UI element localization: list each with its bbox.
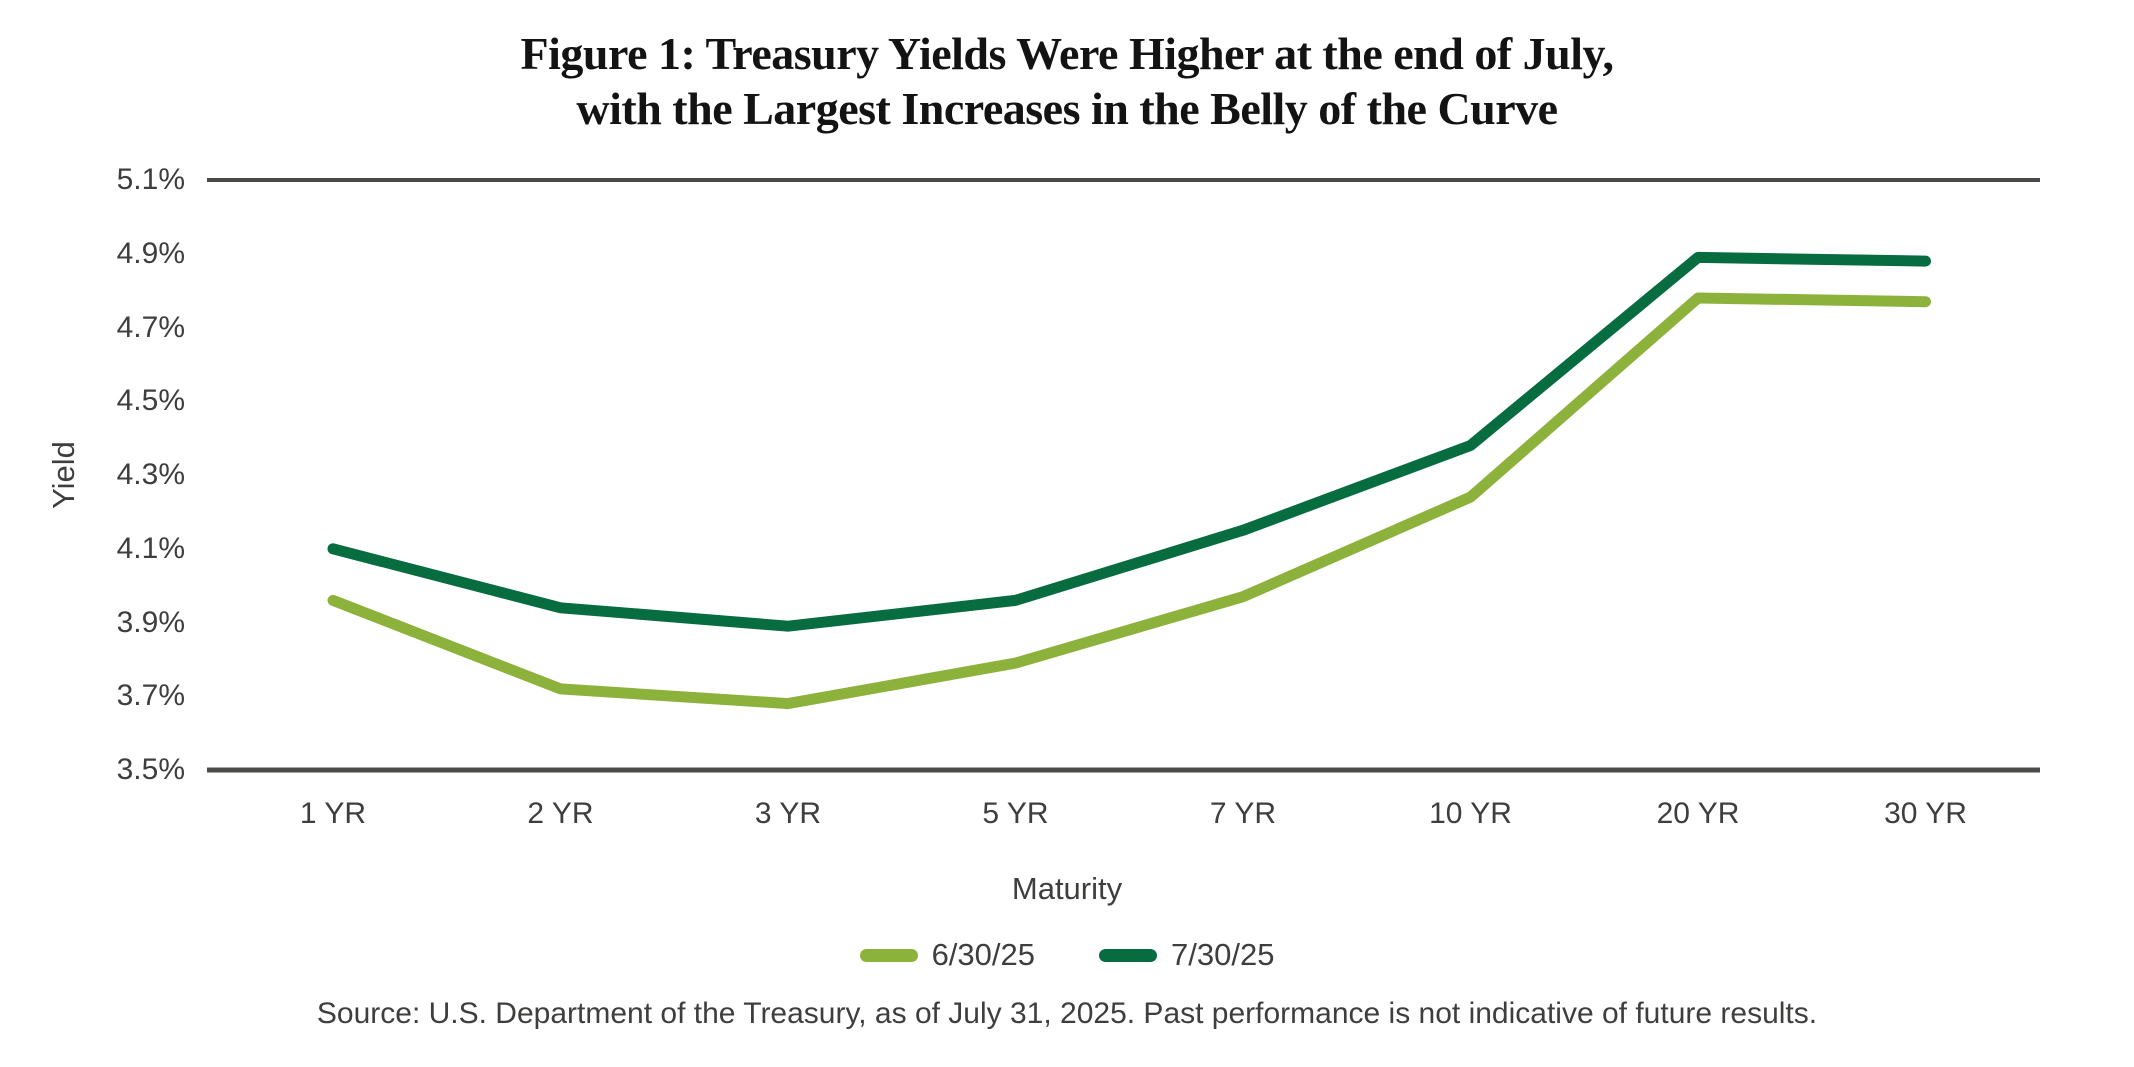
legend-swatch: [859, 948, 918, 962]
y-tick-label: 4.5%: [116, 384, 185, 418]
y-tick-label: 4.7%: [116, 310, 185, 344]
x-tick-label: 3 YR: [754, 797, 822, 830]
x-tick-label: 30 YR: [1884, 797, 1967, 830]
x-tick-label: 2 YR: [527, 797, 594, 830]
x-tick-label: 1 YR: [299, 797, 367, 830]
source-note: Source: U.S. Department of the Treasury,…: [316, 997, 1818, 1030]
legend-label: 7/30/25: [1171, 937, 1275, 972]
y-tick-label: 4.9%: [116, 236, 185, 270]
legend-item-6-30-25: 6/30/25: [859, 937, 1035, 973]
x-tick-label: 7 YR: [1209, 797, 1277, 830]
series-line-7-30-25: [327, 251, 1931, 632]
y-tick-label: 5.1%: [116, 163, 185, 196]
x-tick-label: 5 YR: [982, 797, 1049, 830]
figure-title-line2: with the Largest Increases in the Belly …: [576, 83, 1558, 134]
y-tick-label: 3.7%: [116, 679, 185, 713]
y-tick-label: 3.5%: [116, 753, 185, 786]
legend: 6/30/25 7/30/25: [0, 937, 2134, 973]
y-tick-label: 4.3%: [116, 458, 185, 491]
y-tick-label: 4.1%: [116, 531, 185, 565]
figure-title-line1: Figure 1: Treasury Yields Were Higher at…: [520, 28, 1614, 79]
legend-label: 6/30/25: [931, 937, 1035, 972]
figure-title: Figure 1: Treasury Yields Were Higher at…: [0, 26, 2134, 136]
legend-item-7-30-25: 7/30/25: [1099, 937, 1274, 973]
x-axis-title: Maturity: [1011, 871, 1123, 906]
series-line-6-30-25: [327, 292, 1931, 710]
y-tick-label: 3.9%: [116, 605, 185, 639]
x-tick-label: 20 YR: [1656, 797, 1740, 830]
legend-swatch: [1099, 948, 1157, 962]
x-tick-label: 10 YR: [1429, 797, 1512, 830]
